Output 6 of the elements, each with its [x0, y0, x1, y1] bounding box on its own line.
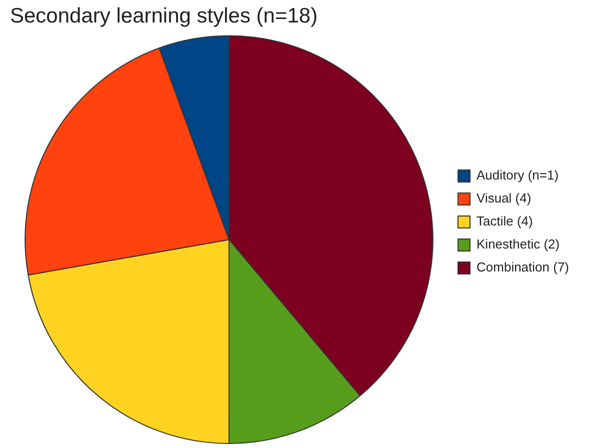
legend-label: Visual (4) [476, 190, 532, 206]
legend-label: Tactile (4) [476, 214, 533, 229]
chart-title: Secondary learning styles (n=18) [10, 4, 318, 28]
legend-label: Auditory (n=1) [476, 168, 559, 183]
legend-label: Kinesthetic (2) [476, 236, 560, 252]
legend-label: Combination (7) [476, 260, 570, 275]
